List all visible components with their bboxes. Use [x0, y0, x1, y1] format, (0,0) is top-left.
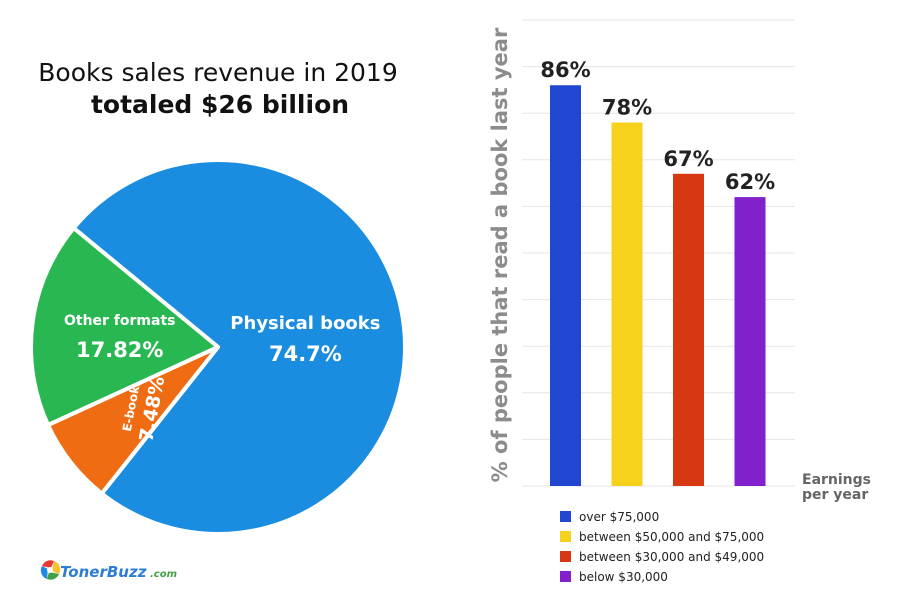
pie-slice-other-formats [29, 226, 220, 427]
legend-swatch [560, 511, 571, 522]
bar-xlabel-line2: per year [802, 487, 868, 503]
legend-label: between $30,000 and $49,000 [579, 550, 764, 564]
bar-value-label: 67% [663, 147, 713, 171]
pie-slice-physical-books [71, 158, 407, 536]
pie-slice-name: Other formats [64, 313, 176, 329]
legend-swatch [560, 531, 571, 542]
bar-value-label: 78% [602, 96, 652, 120]
pie-label-other-formats: Other formats 17.82% [64, 313, 176, 362]
bar-1 [550, 85, 581, 487]
bar-2 [611, 122, 643, 487]
pie-label-physical-books: Physical books 74.7% [230, 313, 380, 366]
pie-slice-name: Physical books [230, 313, 380, 334]
bar-legend: over $75,000 between $50,000 and $75,000 b… [560, 510, 764, 584]
bar-ylabel: % of people that read a book last year [488, 27, 512, 482]
legend-label: below $30,000 [579, 570, 668, 584]
logo-mark-icon [40, 560, 61, 580]
legend-label: over $75,000 [579, 510, 659, 524]
legend-swatch [560, 551, 571, 562]
bar-value-label: 62% [725, 170, 775, 194]
pie-title-line1: Books sales revenue in 2019 [38, 58, 398, 87]
bar-chart: 86% 78% 67% 62% [522, 19, 795, 487]
logo-suffix: .com [150, 569, 177, 580]
bar-3 [673, 173, 704, 486]
pie-title-line2: totaled $26 billion [91, 90, 349, 119]
legend-label: between $50,000 and $75,000 [579, 530, 764, 544]
logo-text: TonerBuzz [60, 563, 147, 581]
bar-4 [734, 197, 766, 486]
bar-xlabel-line1: Earnings [802, 472, 871, 488]
pie-slice-value: 74.7% [269, 342, 342, 366]
pie-slice-value: 17.82% [76, 338, 163, 362]
bar-value-label: 86% [540, 58, 590, 82]
tonerbuzz-logo: TonerBuzz .com [40, 560, 177, 581]
legend-swatch [560, 571, 571, 582]
